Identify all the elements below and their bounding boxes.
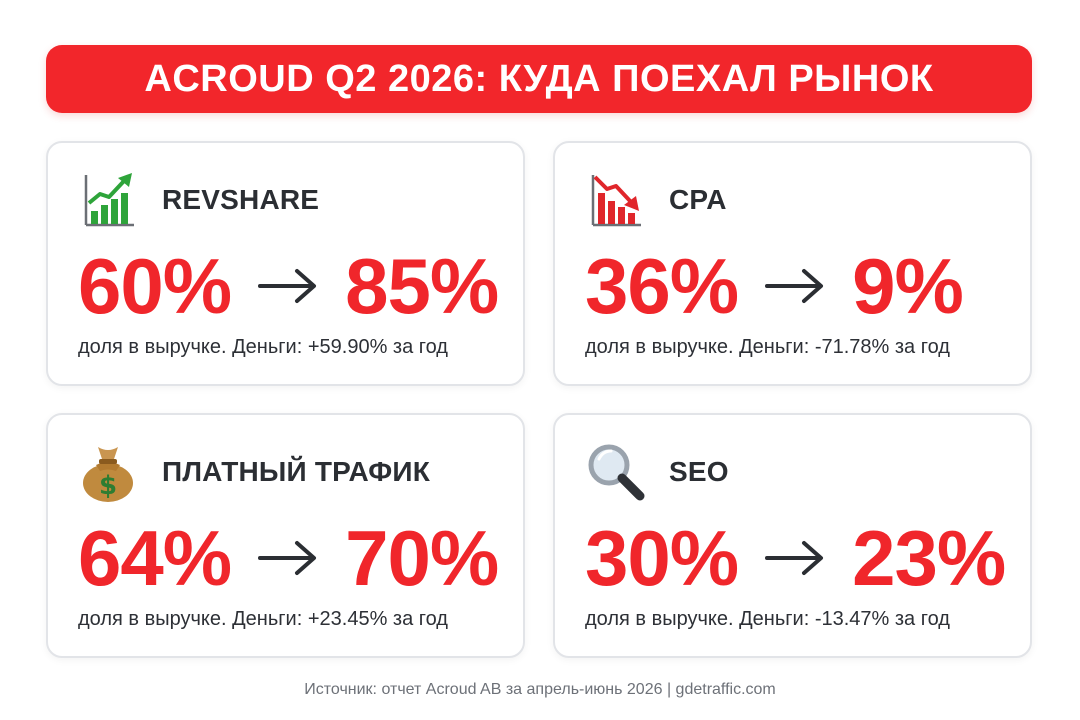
card-paid-traffic: $ ПЛАТНЫЙ ТРАФИК 64% 70% доля в выручке.… [46,413,525,658]
metric-change: 30% 23% [585,514,1006,602]
card-header: SEO [585,441,729,503]
magnifying-glass-icon [588,444,645,501]
card-seo: SEO 30% 23% доля в выручке. Деньги: -13.… [553,413,1032,658]
arrow-right-icon [258,541,317,575]
metric-from: 36% [585,242,739,330]
svg-text:$: $ [99,471,117,501]
metric-from: 60% [78,242,232,330]
page-title: ACROUD Q2 2026: КУДА ПОЕХАЛ РЫНОК [144,57,934,100]
card-header: CPA [585,169,727,231]
metric-change: 60% 85% [78,242,499,330]
card-caption: доля в выручке. Деньги: -13.47% за год [585,608,950,630]
card-cpa: CPA 36% 9% доля в выручке. Деньги: -71.7… [553,141,1032,386]
metric-to: 23% [852,514,1006,602]
metric-to: 70% [345,514,499,602]
card-label: SEO [669,456,729,487]
metric-change: 64% 70% [78,514,499,602]
title-banner: ACROUD Q2 2026: КУДА ПОЕХАЛ РЫНОК [46,45,1032,113]
source-footer: Источник: отчет Acroud AB за апрель-июнь… [304,681,776,698]
metric-from: 64% [78,514,232,602]
card-caption: доля в выручке. Деньги: -71.78% за год [585,336,950,358]
chart-increasing-icon [82,173,134,227]
chart-decreasing-icon [589,173,641,227]
arrow-right-icon [765,541,824,575]
arrow-right-icon [258,269,317,303]
metric-to: 9% [852,242,964,330]
money-bag-icon: $ [83,447,133,502]
card-label: ПЛАТНЫЙ ТРАФИК [162,456,430,487]
metric-to: 85% [345,242,499,330]
card-caption: доля в выручке. Деньги: +23.45% за год [78,608,448,630]
card-header: $ ПЛАТНЫЙ ТРАФИК [78,441,430,503]
card-revshare: REVSHARE 60% 85% доля в выручке. Деньги:… [46,141,525,386]
arrow-right-icon [765,269,824,303]
metric-from: 30% [585,514,739,602]
metric-change: 36% 9% [585,242,964,330]
card-label: REVSHARE [162,184,320,215]
card-label: CPA [669,184,727,215]
card-caption: доля в выручке. Деньги: +59.90% за год [78,336,448,358]
card-header: REVSHARE [78,169,319,231]
